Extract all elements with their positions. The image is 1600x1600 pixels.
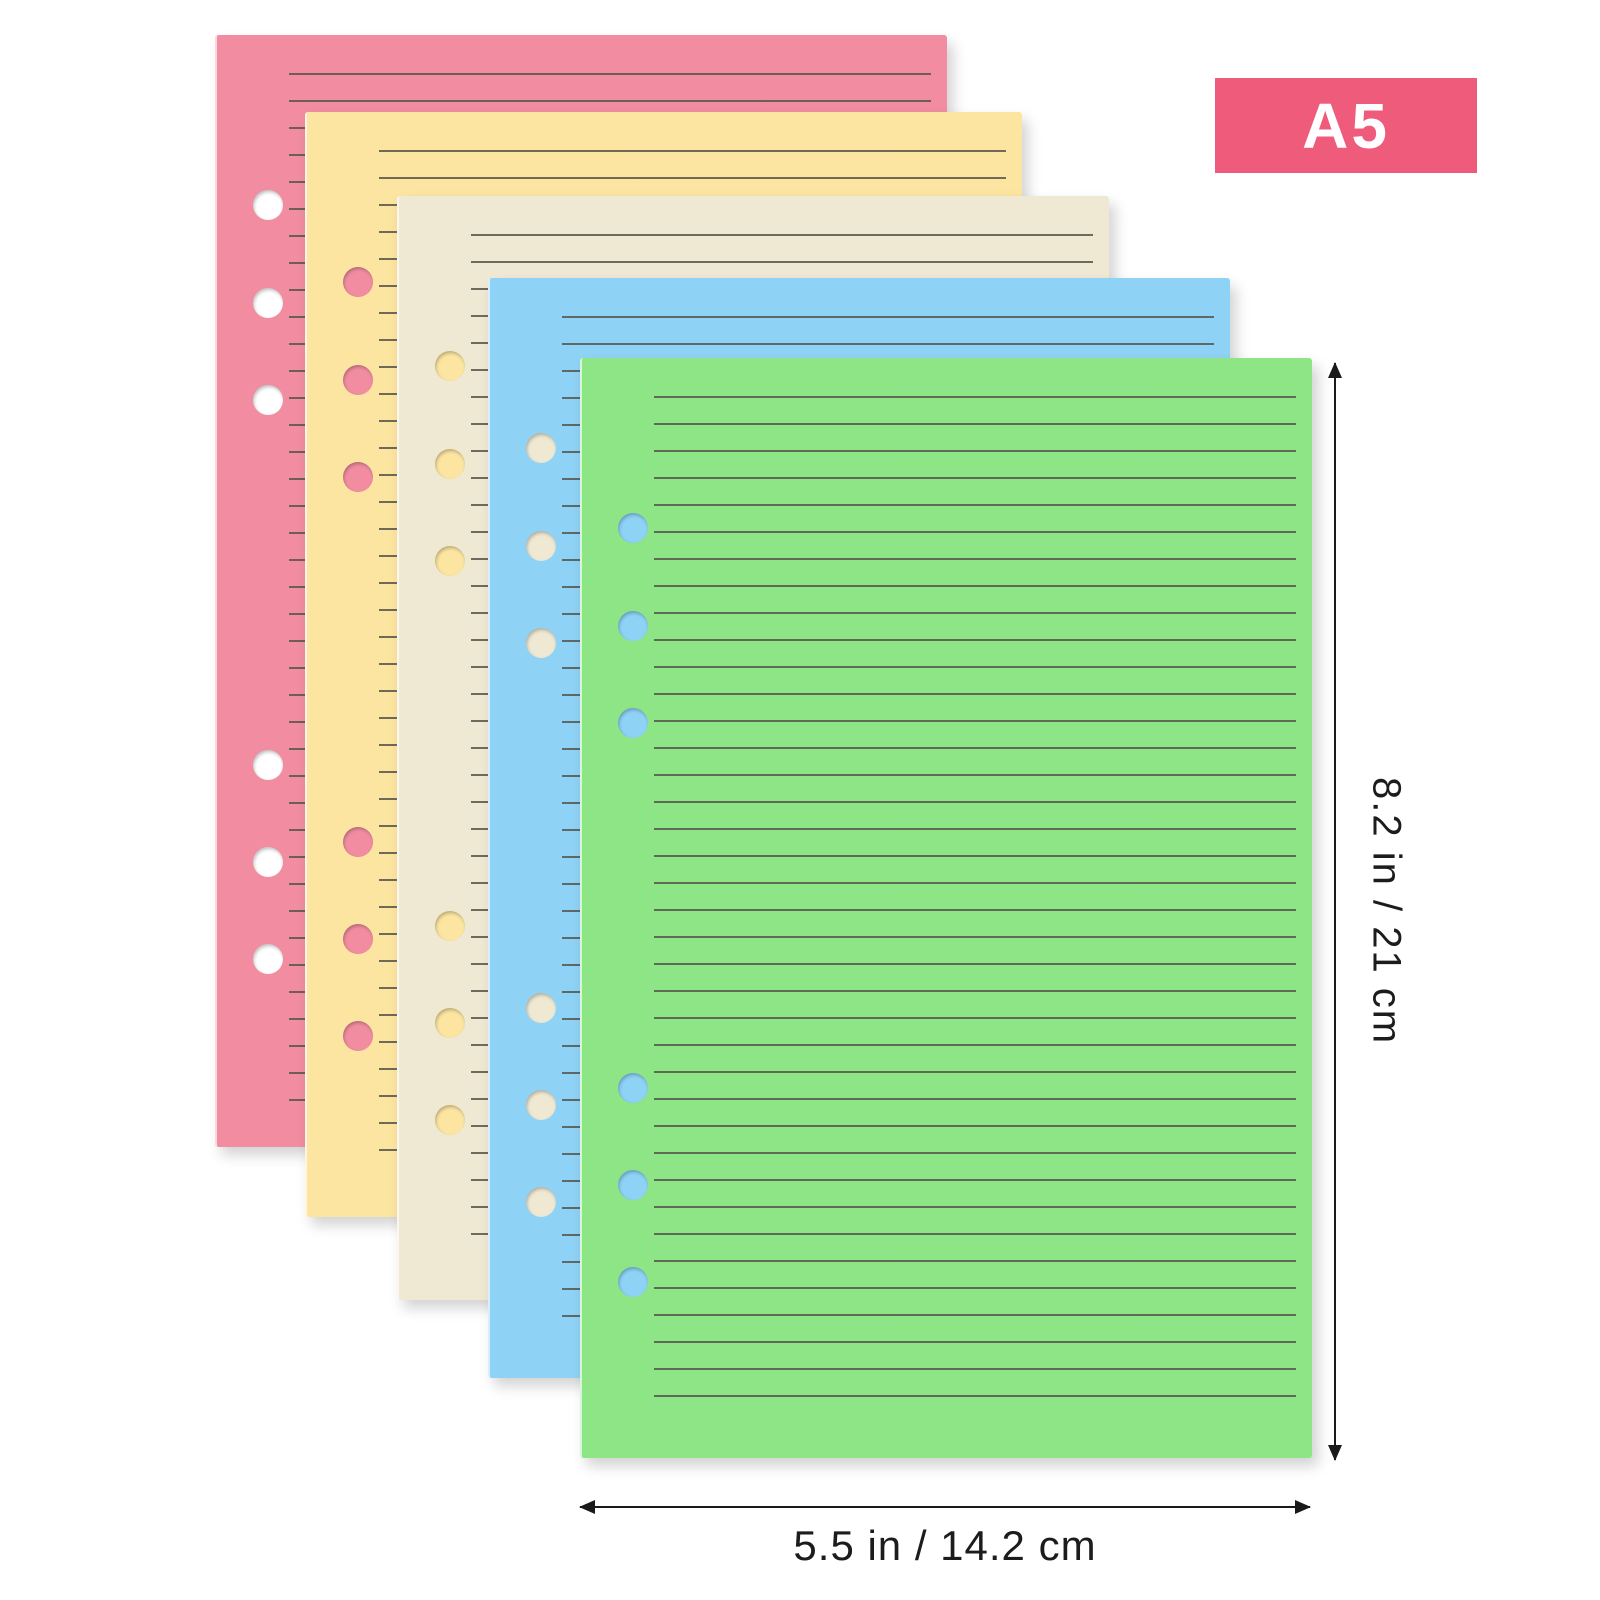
binder-hole: [526, 993, 556, 1023]
binder-hole: [253, 385, 283, 415]
height-dimension-label: 8.2 in / 21 cm: [1364, 777, 1409, 1046]
binder-hole: [526, 1090, 556, 1120]
binder-hole: [343, 924, 373, 954]
binder-hole: [435, 1105, 465, 1135]
binder-hole: [435, 1008, 465, 1038]
binder-hole: [526, 433, 556, 463]
binder-hole: [618, 513, 648, 543]
width-dimension-arrow: [580, 1506, 1310, 1508]
binder-hole: [618, 611, 648, 641]
ruled-lines: [654, 396, 1296, 1416]
size-badge-label: A5: [1302, 89, 1390, 162]
binder-hole: [343, 462, 373, 492]
binder-hole: [526, 1187, 556, 1217]
binder-hole: [618, 1267, 648, 1297]
binder-hole: [253, 944, 283, 974]
binder-hole: [253, 288, 283, 318]
width-dimension-label: 5.5 in / 14.2 cm: [793, 1522, 1097, 1569]
binder-hole: [435, 546, 465, 576]
binder-hole: [526, 628, 556, 658]
binder-hole: [435, 449, 465, 479]
binder-hole: [343, 827, 373, 857]
binder-hole: [618, 1170, 648, 1200]
binder-hole: [435, 351, 465, 381]
binder-hole: [253, 847, 283, 877]
size-badge: A5: [1215, 78, 1477, 173]
binder-hole: [343, 365, 373, 395]
height-dimension-arrow: [1334, 363, 1336, 1460]
binder-hole: [253, 750, 283, 780]
binder-hole: [526, 531, 556, 561]
binder-hole: [618, 708, 648, 738]
binder-hole: [343, 1021, 373, 1051]
binder-hole: [618, 1073, 648, 1103]
binder-hole: [253, 190, 283, 220]
binder-hole: [435, 911, 465, 941]
paper-sheet-green: [580, 358, 1312, 1458]
binder-hole: [343, 267, 373, 297]
